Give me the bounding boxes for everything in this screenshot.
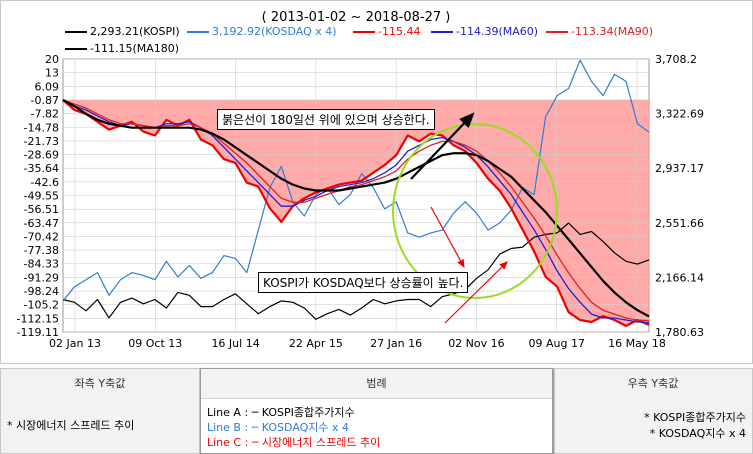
legend-item-ma60: -114.39(MA60)	[431, 25, 538, 38]
left-tick-label: 6.09	[35, 80, 60, 93]
line-c-desc: Line C : ─ 시장에너지 스프레드 추이	[207, 436, 381, 449]
left-tick-label: -105.2	[24, 299, 59, 312]
left-axis-title: 좌측 Y축값	[74, 377, 126, 390]
right-tick-label: 1,780.63	[655, 326, 704, 339]
legend-panel-title: 범례	[201, 369, 552, 399]
legend-item-kospi: 2,293.21(KOSPI)	[65, 25, 180, 38]
x-tick-label: 02 Jan 13	[49, 337, 101, 350]
line-b-desc: Line B : ─ KOSDAQ지수 x 4	[207, 421, 350, 434]
left-tick-label: 13	[45, 67, 59, 80]
legend-label: 3,192.92(KOSDAQ x 4)	[212, 25, 337, 38]
right-tick-label: 2,551.66	[655, 217, 704, 230]
left-axis-desc: * 시장에너지 스프레드 추이	[7, 419, 135, 432]
right-tick-label: 3,322.69	[655, 108, 704, 121]
legend-panel: 범례 Line A : ─ KOSPI종합주가지수 Line B : ─ KOS…	[200, 368, 553, 454]
left-tick-label: -77.38	[24, 244, 59, 257]
line-ma180	[62, 99, 650, 318]
left-tick-label: -28.69	[24, 149, 59, 162]
chart-panel: ( 2013-01-02 ~ 2018-08-27 ) 20 13 6.09 -0.87…	[0, 0, 753, 364]
legend-label: -111.15(MA180)	[90, 42, 180, 55]
right-axis-panel: 우측 Y축값 * KOSPI종합주가지수 * KOSDAQ지수 x 4	[553, 368, 753, 454]
up-arrow	[410, 112, 475, 180]
left-axis-panel: 좌측 Y축값 * 시장에너지 스프레드 추이	[0, 368, 200, 454]
spread-fill-area	[63, 99, 649, 326]
chart-title: ( 2013-01-02 ~ 2018-08-27 )	[262, 10, 451, 25]
left-tick-label: -112.15	[17, 312, 59, 325]
legend-item-spread: -115.44	[353, 25, 420, 38]
legend-item-ma180: -111.15(MA180)	[65, 42, 179, 55]
chart-svg: ( 2013-01-02 ~ 2018-08-27 ) 20136.09-0.87…	[17, 10, 704, 350]
annotation-lower: KOSPI가 KOSDAQ보다 상승률이 높다.	[258, 272, 469, 293]
legend-label: 2,293.21(KOSPI)	[90, 25, 180, 38]
left-tick-label: -98.24	[24, 285, 59, 298]
red-arrow-2	[444, 261, 508, 324]
right-axis-title: 우측 Y축값	[627, 377, 679, 390]
right-axis-desc-1: * KOSPI종합주가지수	[644, 411, 746, 424]
legend-label: -114.39(MA60)	[456, 25, 539, 38]
right-tick-label: 3,708.2	[655, 53, 697, 66]
x-tick-label: 09 Aug 17	[528, 337, 584, 350]
red-arrow-1	[430, 206, 465, 269]
x-tick-label: 02 Nov 16	[448, 337, 504, 350]
left-tick-label: -56.51	[24, 203, 59, 216]
x-tick-label: 16 Jul 14	[211, 337, 259, 350]
left-tick-label: -63.47	[24, 217, 59, 230]
legend-label: -115.44	[378, 25, 421, 38]
left-tick-label: -0.87	[31, 94, 59, 107]
legend-label: -113.34(MA90)	[571, 25, 654, 38]
right-tick-label: 2,937.17	[655, 162, 704, 175]
right-axis-desc-2: * KOSDAQ지수 x 4	[649, 427, 746, 440]
line-ma60	[62, 99, 650, 324]
x-tick-label: 27 Jan 16	[370, 337, 422, 350]
left-tick-label: -21.73	[24, 135, 59, 148]
left-tick-label: -49.55	[24, 189, 59, 202]
left-tick-label: -35.64	[24, 162, 59, 175]
right-tick-label: 2,166.14	[655, 271, 704, 284]
bottom-info: 좌측 Y축값 * 시장에너지 스프레드 추이 우측 Y축값 * KOSPI종합주…	[0, 368, 753, 454]
line-a-desc: Line A : ─ KOSPI종합주가지수	[207, 406, 355, 419]
left-tick-label: -91.29	[24, 271, 59, 284]
left-tick-label: 20	[45, 53, 59, 66]
left-tick-label: -70.42	[24, 230, 59, 243]
x-tick-label: 09 Oct 13	[128, 337, 182, 350]
highlight-circle	[392, 123, 558, 299]
x-tick-label: 16 May 18	[608, 337, 666, 350]
left-tick-label: -14.78	[24, 121, 59, 134]
left-tick-label: -119.11	[17, 326, 59, 339]
left-tick-label: -42.6	[31, 176, 59, 189]
left-tick-label: -7.82	[31, 108, 59, 121]
annotation-upper: 붉은선이 180일선 위에 있으며 상승한다.	[217, 109, 435, 130]
left-tick-label: -84.33	[24, 258, 59, 271]
x-tick-label: 22 Apr 15	[289, 337, 343, 350]
legend-item-ma90: -113.34(MA90)	[546, 25, 653, 38]
legend-item-kosdaq: 3,192.92(KOSDAQ x 4)	[187, 25, 337, 38]
line-kospi	[62, 222, 650, 320]
